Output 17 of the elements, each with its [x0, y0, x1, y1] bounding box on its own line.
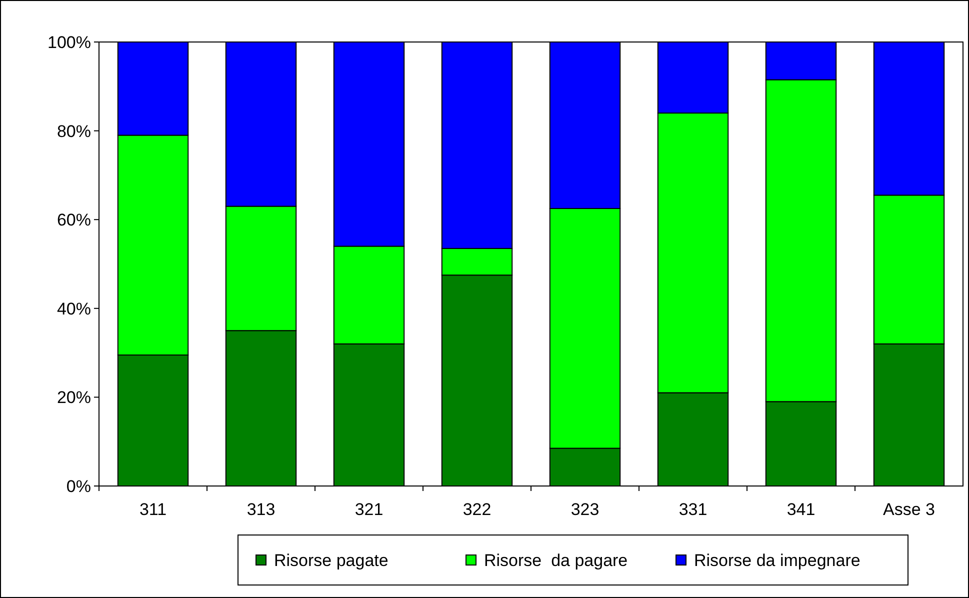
y-tick-label: 0%: [66, 476, 91, 496]
x-tick-label: 321: [354, 500, 384, 519]
x-tick-label: 341: [786, 500, 816, 519]
x-tick-label: 311: [139, 500, 167, 519]
y-tick-label: 100%: [48, 32, 91, 52]
legend-label: Risorse da impegnare: [694, 550, 860, 570]
x-tick-label: 331: [678, 500, 708, 519]
x-tick-label: Asse 3: [883, 500, 935, 519]
x-tick-label: 323: [570, 500, 600, 519]
y-tick-label: 60%: [56, 210, 91, 230]
y-tick-label: 40%: [56, 299, 91, 318]
legend-label: Risorse pagate: [274, 550, 388, 570]
x-tick-label: 313: [246, 500, 276, 519]
x-tick-label: 322: [462, 500, 492, 519]
y-tick-label: 80%: [56, 122, 91, 141]
legend-label: Risorse da pagare: [484, 550, 628, 570]
y-tick-label: 20%: [56, 388, 91, 408]
